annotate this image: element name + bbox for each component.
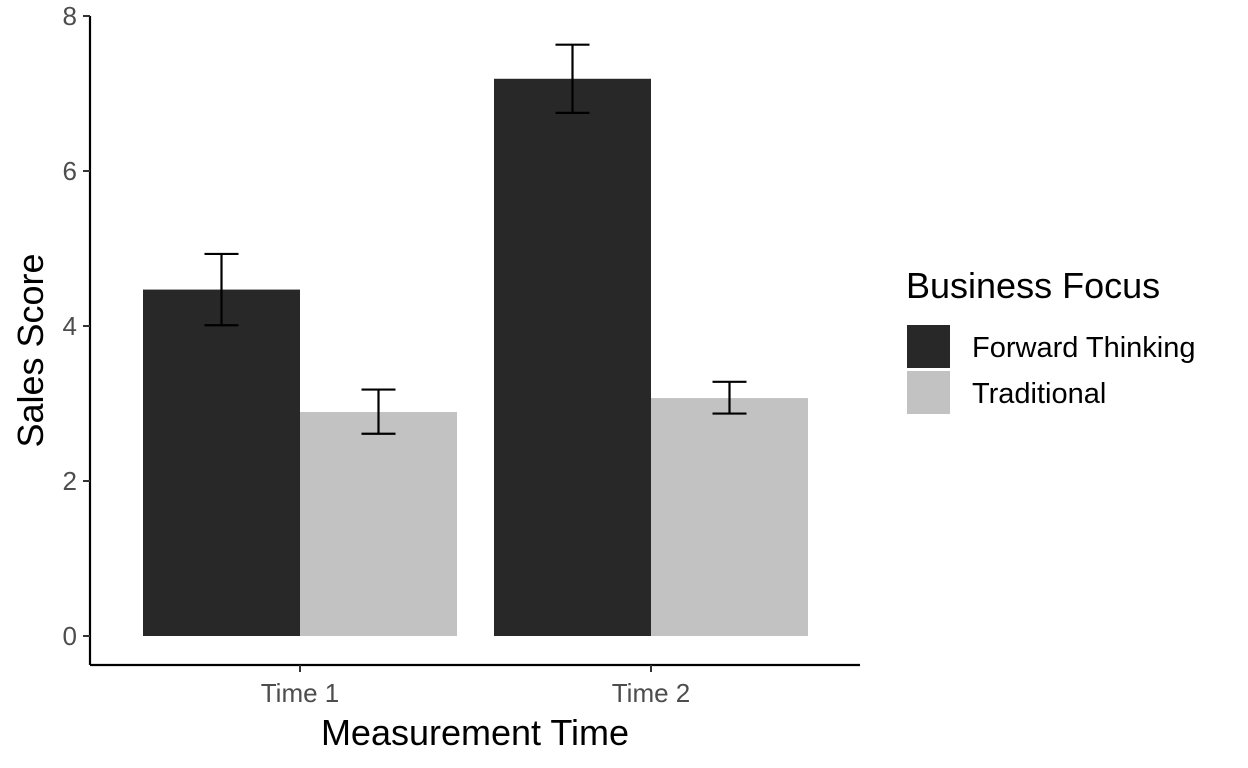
error-bar [361, 388, 396, 435]
legend-title: Business Focus [906, 265, 1160, 306]
legend-label: Forward Thinking [972, 332, 1196, 364]
bar-traditional-time-1 [300, 412, 457, 636]
errorbars-layer [204, 43, 747, 435]
bar-traditional-time-2 [651, 398, 808, 636]
bars-layer [143, 78, 808, 636]
x-tick-label: Time 1 [261, 678, 340, 708]
x-axis-title: Measurement Time [321, 712, 629, 753]
error-bar [204, 252, 239, 327]
legend: Business Focus Forward Thinking Tradition… [906, 265, 1196, 414]
error-bar [712, 380, 747, 415]
legend-key [907, 371, 950, 414]
legend-label: Traditional [972, 378, 1106, 410]
axes-layer: 0 2 4 6 8 Time 1 Time 2 [63, 1, 860, 708]
legend-key [907, 325, 950, 368]
error-bar [555, 43, 590, 114]
y-tick-label: 8 [63, 1, 77, 31]
y-tick-label: 0 [63, 621, 77, 651]
bar-forward-thinking-time-2 [494, 78, 651, 636]
x-tick-label: Time 2 [612, 678, 691, 708]
y-axis-title: Sales Score [10, 253, 51, 447]
bar-forward-thinking-time-1 [143, 289, 300, 636]
y-tick-label: 4 [63, 311, 77, 341]
y-tick-label: 2 [63, 466, 77, 496]
y-tick-label: 6 [63, 156, 77, 186]
